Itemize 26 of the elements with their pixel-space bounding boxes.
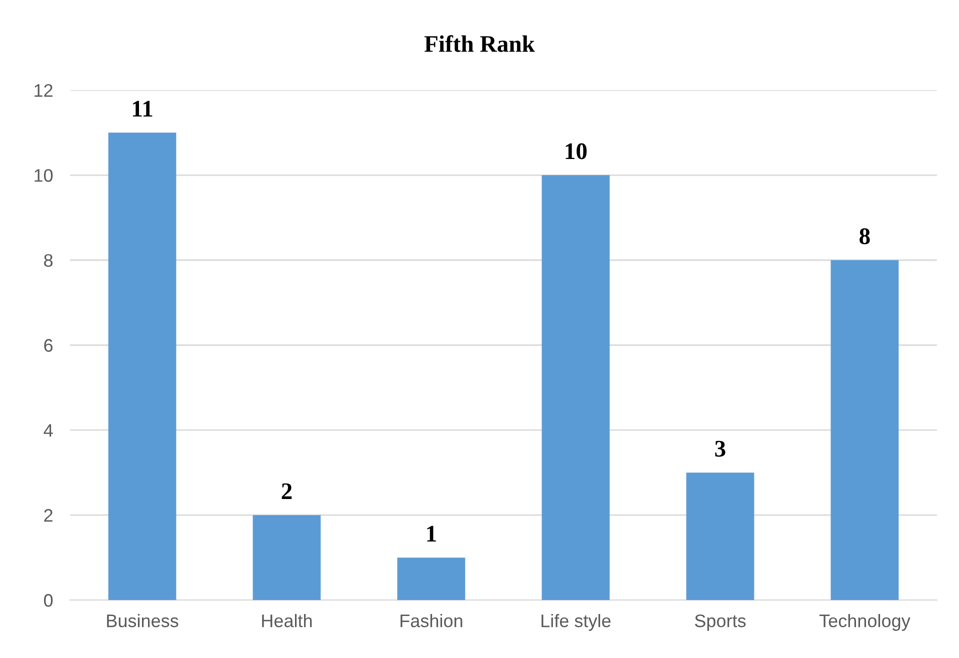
chart-title: Fifth Rank <box>424 35 535 52</box>
y-tick-label: 4 <box>44 424 53 437</box>
y-tick-label: 0 <box>44 594 53 607</box>
x-tick-label: Sports <box>694 614 746 631</box>
x-tick-label: Fashion <box>400 614 462 628</box>
x-tick-label: Business <box>107 614 178 628</box>
data-label: 10 <box>566 143 587 160</box>
bar <box>252 515 321 600</box>
y-tick-label: 10 <box>34 169 53 182</box>
bar <box>397 558 466 600</box>
bar <box>830 260 899 600</box>
data-label: 2 <box>282 483 292 499</box>
bar <box>108 132 176 600</box>
x-tick-label: Technology <box>819 614 910 631</box>
data-label: 1 <box>427 526 436 542</box>
y-tick-label: 12 <box>34 84 52 97</box>
x-tick-label: Health <box>262 614 312 628</box>
bar <box>686 472 754 600</box>
y-tick-label: 6 <box>44 339 53 352</box>
bar <box>542 175 610 600</box>
y-tick-label: 2 <box>44 509 52 522</box>
y-tick-label: 8 <box>44 254 53 267</box>
x-tick-label: Life style <box>542 614 611 631</box>
data-label: 8 <box>860 228 870 244</box>
data-label: 3 <box>715 440 726 457</box>
data-label: 11 <box>132 100 152 116</box>
